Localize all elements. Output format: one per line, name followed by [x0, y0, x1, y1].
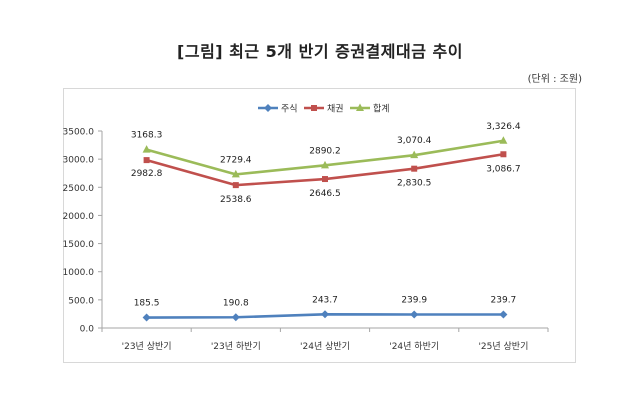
y-tick-label: 1000.0 — [63, 268, 95, 278]
data-label: 2890.2 — [309, 146, 341, 156]
data-point-2-1 — [143, 157, 150, 164]
data-label: 190.8 — [223, 298, 249, 308]
data-point-1-5 — [499, 310, 508, 319]
data-point-3-5 — [499, 136, 508, 144]
x-tick-label: '25년 상반기 — [478, 341, 528, 352]
y-tick-label: 2500.0 — [63, 184, 95, 194]
data-point-3-2 — [231, 169, 240, 178]
data-point-3-3 — [321, 160, 329, 169]
data-label: 2729.4 — [220, 155, 252, 165]
data-label: 2538.6 — [220, 195, 252, 205]
data-point-2-3 — [322, 176, 328, 183]
y-tick-label: 3500.0 — [63, 128, 95, 138]
data-label: 3168.3 — [131, 131, 163, 141]
legend-label-1: 주식 — [281, 104, 298, 115]
data-label: 2646.5 — [309, 189, 341, 199]
data-point-1-4 — [410, 310, 419, 319]
legend-marker-2 — [311, 105, 317, 111]
data-point-3-4 — [410, 150, 419, 159]
data-label: 2,830.5 — [397, 179, 431, 189]
data-label: 3,326.4 — [486, 122, 521, 132]
data-label: 185.5 — [134, 299, 160, 309]
unit-label: (단위 : 조원) — [527, 74, 582, 85]
x-tick-label: '24년 하반기 — [389, 341, 439, 352]
data-label: 3,070.4 — [397, 136, 432, 146]
data-point-3-1 — [142, 145, 151, 153]
y-tick-label: 1500.0 — [63, 240, 95, 250]
legend-label-2: 채권 — [327, 103, 344, 115]
data-point-1-2 — [231, 313, 240, 322]
legend-marker-1 — [264, 104, 272, 112]
data-label: 2982.8 — [131, 169, 163, 179]
x-tick-label: '24년 상반기 — [300, 341, 350, 352]
x-tick-label: '23년 상반기 — [122, 341, 172, 352]
y-tick-label: 500.0 — [68, 296, 94, 306]
y-tick-label: 2000.0 — [63, 212, 95, 222]
data-label: 3,086.7 — [486, 164, 520, 174]
data-point-2-4 — [411, 165, 418, 172]
data-point-2-5 — [500, 151, 507, 158]
data-label: 239.7 — [491, 296, 517, 306]
data-label: 243.7 — [312, 295, 338, 305]
data-point-2-2 — [232, 182, 239, 189]
legend-label-3: 합계 — [373, 103, 390, 115]
y-tick-label: 0.0 — [80, 325, 95, 335]
y-tick-label: 3000.0 — [63, 156, 95, 166]
data-point-1-1 — [142, 313, 151, 322]
data-label: 239.9 — [401, 295, 427, 305]
chart-frame — [63, 88, 576, 363]
chart-title: [그림] 최근 5개 반기 증권결제대금 추이 — [177, 42, 463, 61]
legend-marker-3 — [356, 103, 364, 111]
x-tick-label: '23년 하반기 — [211, 341, 261, 352]
data-point-1-3 — [321, 310, 329, 319]
